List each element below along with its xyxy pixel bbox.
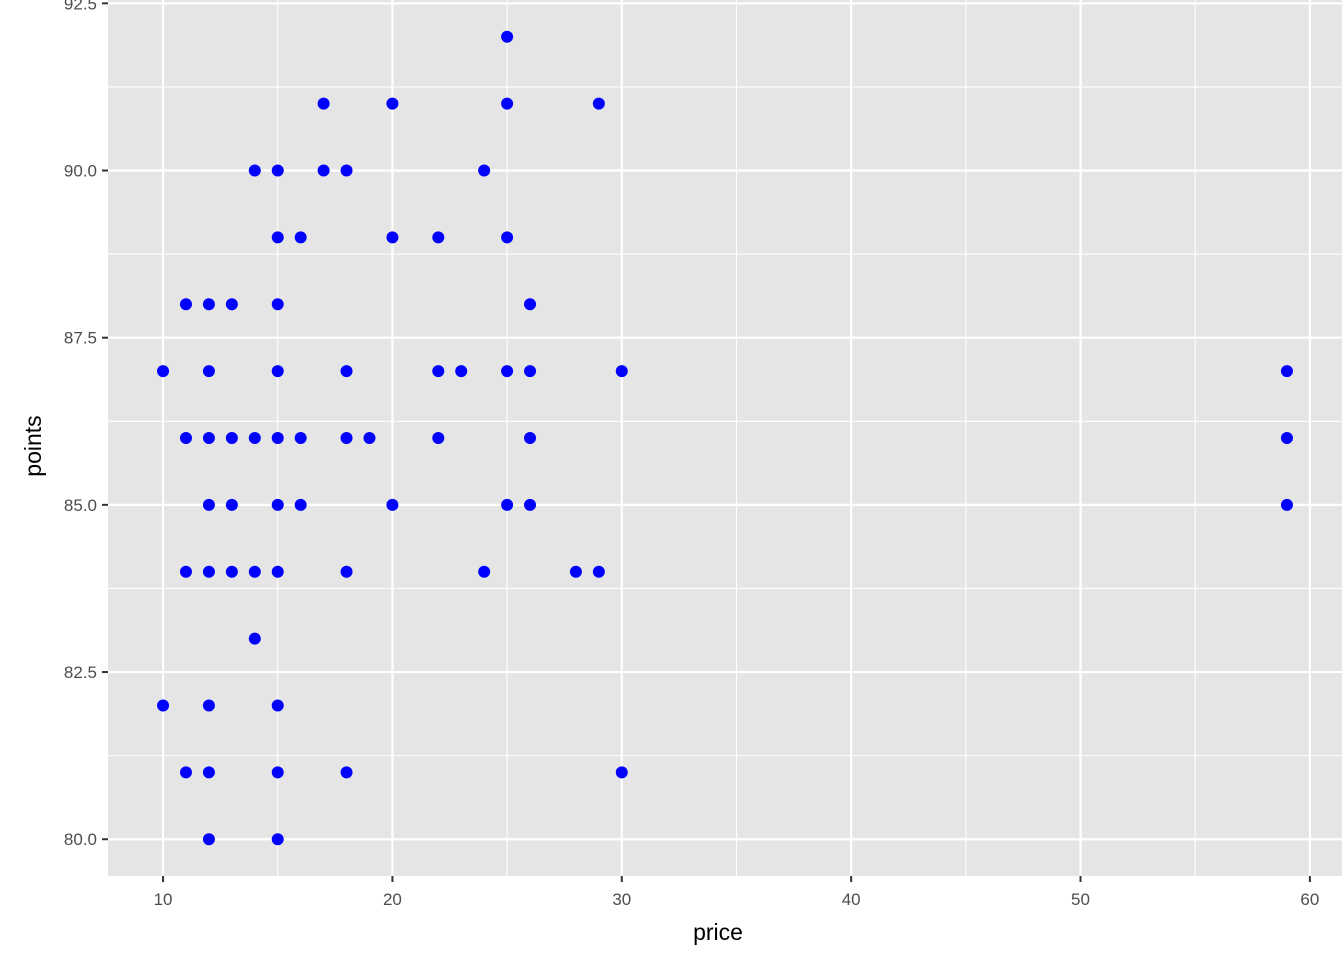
x-tick-label: 30: [612, 890, 631, 909]
y-tick-label: 87.5: [64, 329, 97, 348]
data-point: [501, 30, 514, 43]
data-point: [271, 833, 284, 846]
minor-gridlines: [108, 0, 1342, 876]
data-point: [294, 231, 307, 244]
data-point: [340, 766, 353, 779]
data-point: [432, 231, 445, 244]
data-point: [271, 231, 284, 244]
x-axis-title: price: [693, 919, 743, 945]
major-gridlines: [108, 0, 1342, 876]
x-axis: 10 20 30 40 50 60: [154, 876, 1319, 909]
data-point: [179, 298, 192, 311]
data-point: [294, 432, 307, 444]
data-points: [157, 30, 1293, 846]
data-point: [248, 164, 261, 177]
data-point: [225, 432, 238, 444]
y-axis: 80.0 82.5 85.0 87.5 90.0 92.5: [64, 0, 108, 849]
data-point: [478, 164, 491, 177]
data-point: [317, 97, 330, 110]
data-point: [179, 565, 192, 578]
y-tick-label: 80.0: [64, 830, 97, 849]
data-point: [340, 432, 353, 444]
y-tick-label: 90.0: [64, 162, 97, 181]
data-point: [501, 498, 514, 511]
data-point: [271, 498, 284, 511]
data-point: [501, 365, 514, 378]
data-point: [524, 298, 537, 311]
data-point: [478, 565, 491, 578]
data-point: [271, 298, 284, 311]
data-point: [202, 298, 215, 311]
data-point: [1280, 432, 1293, 444]
data-point: [386, 231, 399, 244]
data-point: [179, 432, 192, 444]
x-tick-label: 20: [383, 890, 402, 909]
data-point: [524, 365, 537, 378]
data-point: [157, 699, 170, 712]
y-tick-label: 92.5: [64, 0, 97, 13]
x-tick-label: 60: [1300, 890, 1319, 909]
data-point: [179, 766, 192, 779]
data-point: [340, 365, 353, 378]
data-point: [592, 97, 605, 110]
data-point: [225, 498, 238, 511]
data-point: [202, 365, 215, 378]
data-point: [225, 565, 238, 578]
data-point: [294, 498, 307, 511]
data-point: [363, 432, 376, 444]
data-point: [317, 164, 330, 177]
data-point: [1280, 365, 1293, 378]
data-point: [501, 97, 514, 110]
data-point: [248, 432, 261, 444]
data-point: [202, 432, 215, 444]
data-point: [202, 565, 215, 578]
data-point: [501, 231, 514, 244]
data-point: [271, 432, 284, 444]
data-point: [202, 766, 215, 779]
y-tick-label: 85.0: [64, 496, 97, 515]
data-point: [271, 699, 284, 712]
data-point: [271, 565, 284, 578]
data-point: [225, 298, 238, 311]
data-point: [432, 432, 445, 444]
y-axis-title: points: [20, 415, 46, 476]
data-point: [524, 432, 537, 444]
data-point: [386, 97, 399, 110]
data-point: [202, 699, 215, 712]
data-point: [248, 565, 261, 578]
data-point: [202, 833, 215, 846]
data-point: [340, 565, 353, 578]
data-point: [432, 365, 445, 378]
x-tick-label: 40: [842, 890, 861, 909]
y-tick-label: 82.5: [64, 663, 97, 682]
data-point: [386, 498, 399, 511]
x-tick-label: 50: [1071, 890, 1090, 909]
data-point: [271, 164, 284, 177]
data-point: [271, 766, 284, 779]
data-point: [1280, 498, 1293, 511]
data-point: [340, 164, 353, 177]
data-point: [455, 365, 468, 378]
plot-panel: [108, 0, 1342, 876]
data-point: [248, 632, 261, 645]
data-point: [202, 498, 215, 511]
data-point: [592, 565, 605, 578]
data-point: [157, 365, 170, 378]
data-point: [569, 565, 582, 578]
data-point: [271, 365, 284, 378]
x-tick-label: 10: [154, 890, 173, 909]
data-point: [524, 498, 537, 511]
data-point: [615, 365, 628, 378]
data-point: [615, 766, 628, 779]
